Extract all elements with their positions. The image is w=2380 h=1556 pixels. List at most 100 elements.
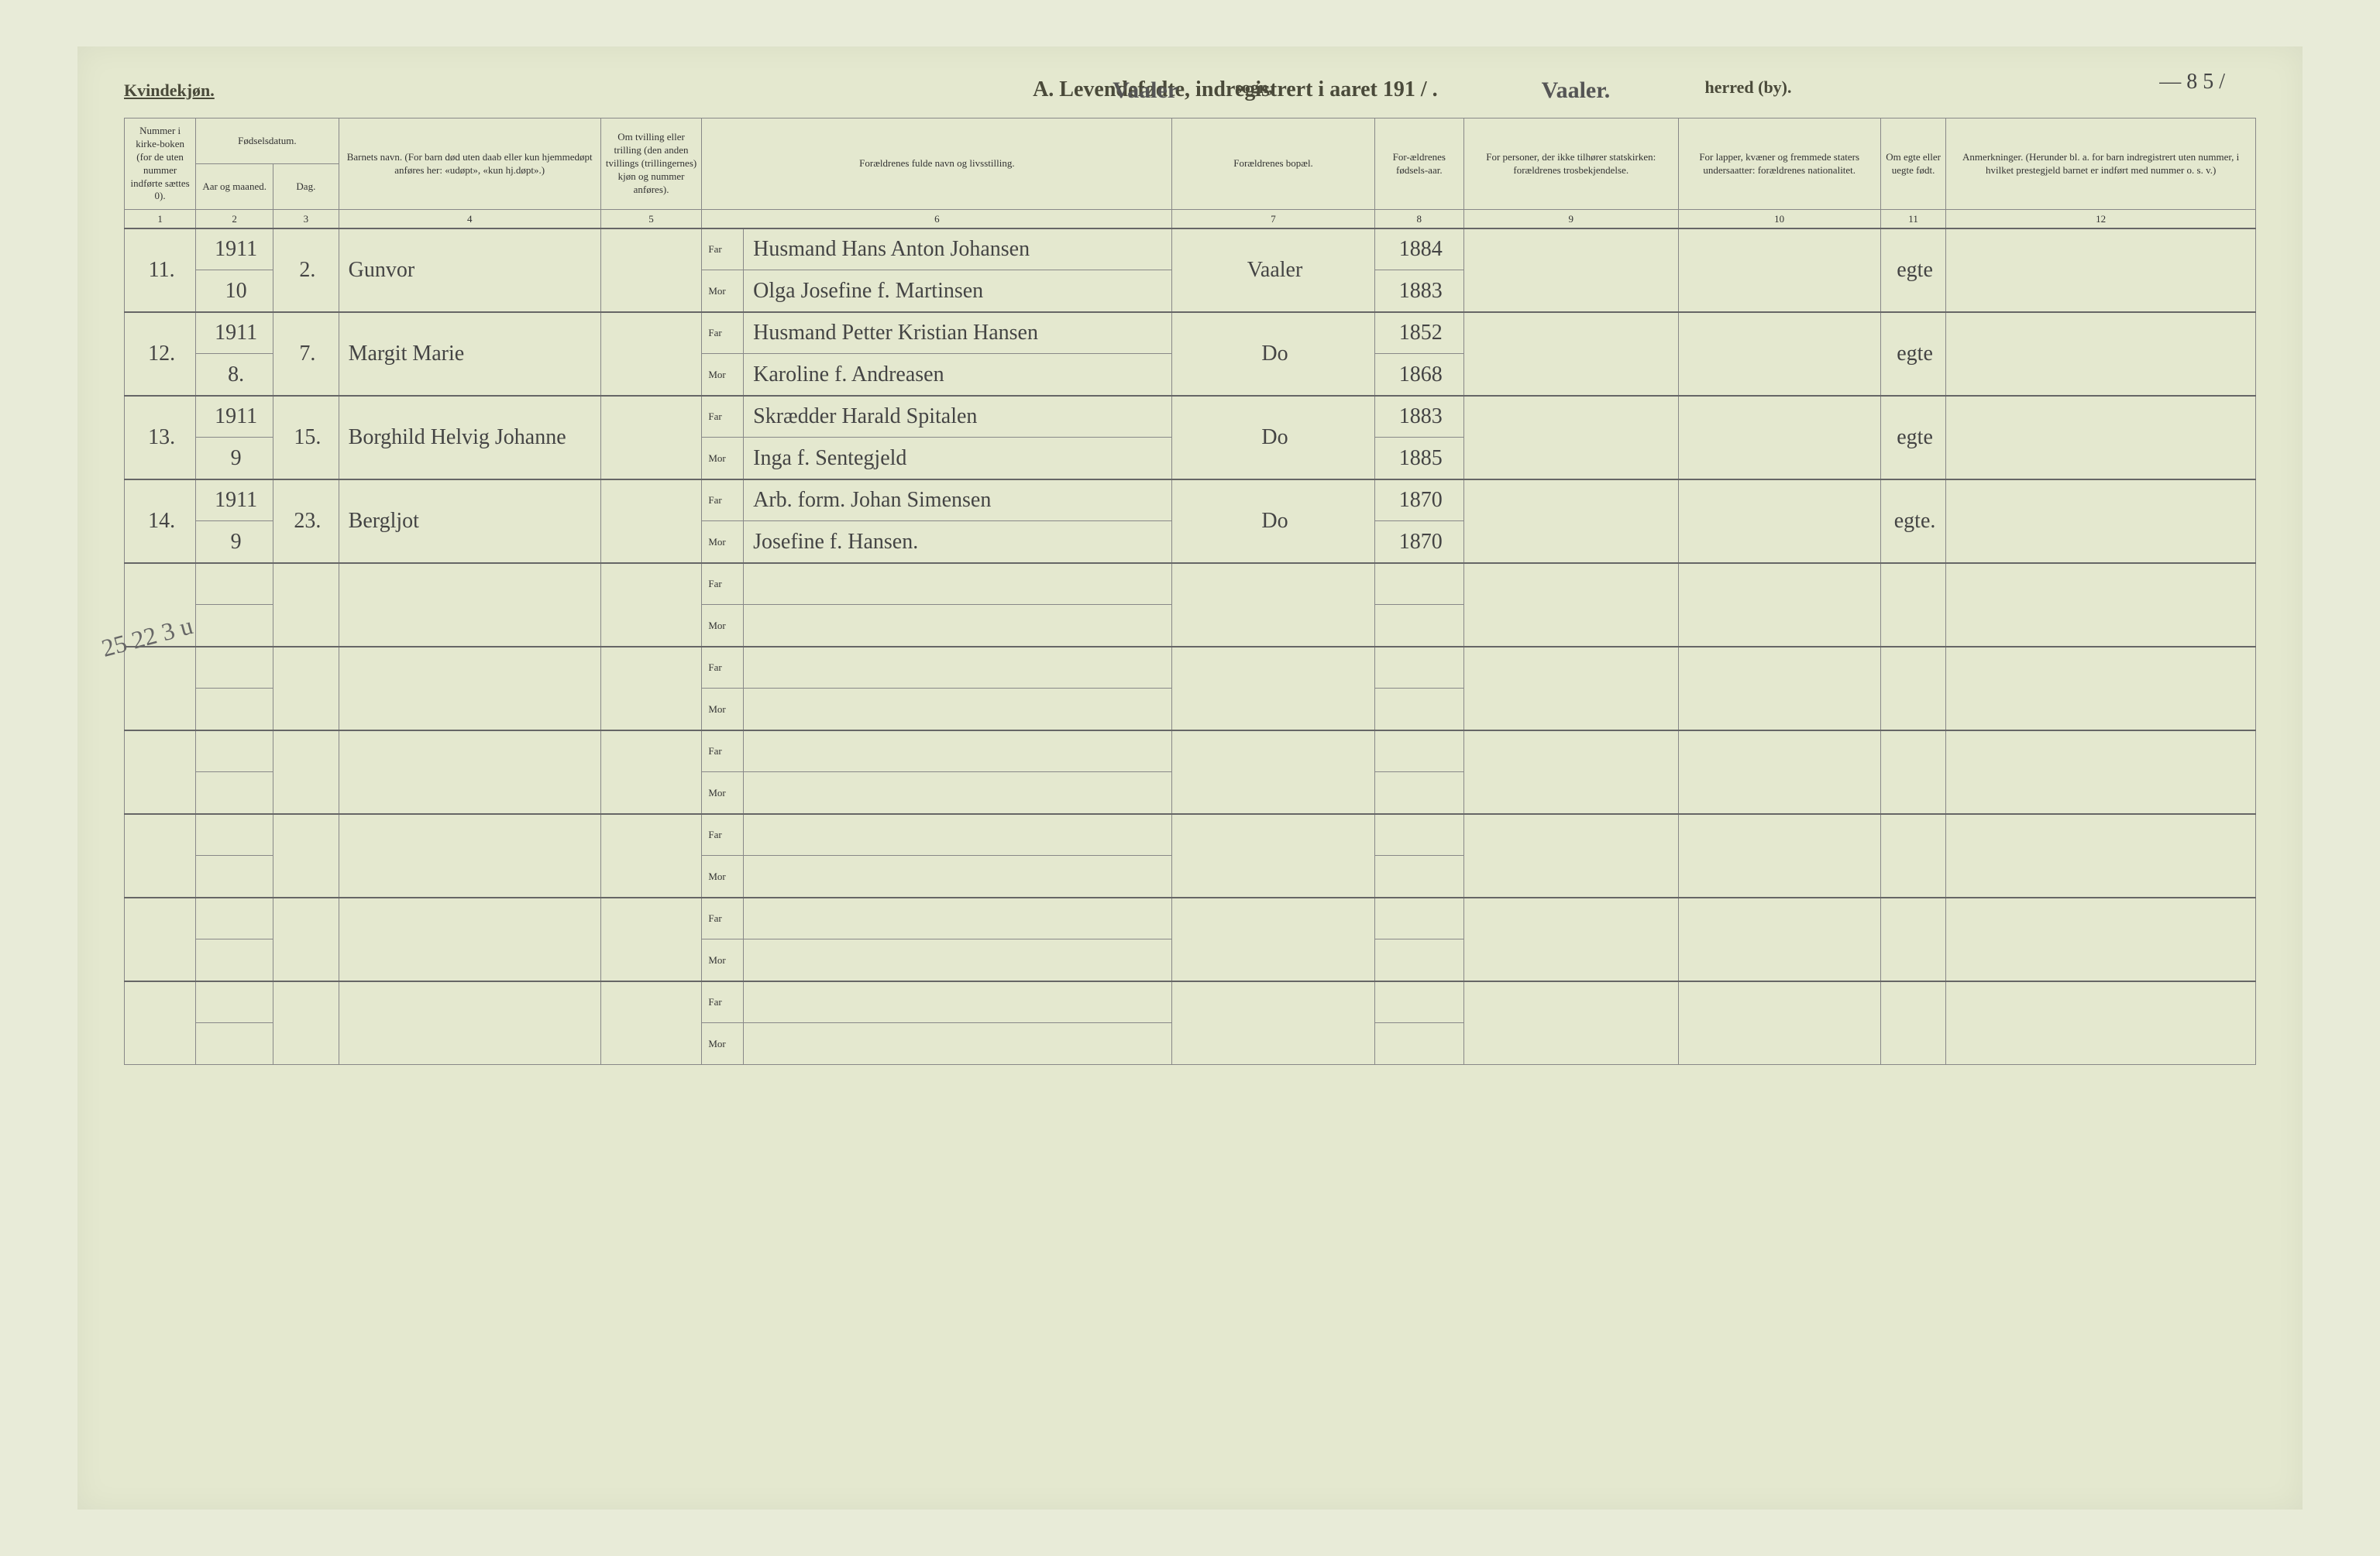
entry-father: Skrædder Harald Spitalen <box>744 396 1172 438</box>
entry-number: 14. <box>125 479 196 563</box>
entry-nationality <box>1678 647 1880 730</box>
entry-mother-year <box>1374 856 1463 898</box>
entry-legitimacy: egte <box>1880 228 1946 312</box>
entry-day <box>273 898 339 981</box>
colnum: 11 <box>1880 210 1946 228</box>
far-label: Far <box>702 814 744 856</box>
colnum: 7 <box>1172 210 1374 228</box>
entry-number: 12. <box>125 312 196 396</box>
entry-day <box>273 730 339 814</box>
entry-twin <box>600 981 702 1065</box>
entry-year <box>196 814 273 856</box>
entry-number <box>125 981 196 1065</box>
table-row: 13.191115.Borghild Helvig JohanneFarSkræ… <box>125 396 2256 438</box>
entry-twin <box>600 312 702 396</box>
entry-day <box>273 647 339 730</box>
mor-label: Mor <box>702 939 744 981</box>
entry-mother-year: 1870 <box>1374 521 1463 563</box>
table-header: Nummer i kirke-boken (for de uten nummer… <box>125 119 2256 228</box>
entry-father: Husmand Petter Kristian Hansen <box>744 312 1172 354</box>
entry-father <box>744 647 1172 689</box>
col-header-parent-birthyear: For-ældrenes fødsels-aar. <box>1374 119 1463 210</box>
entry-childname <box>339 814 600 898</box>
col-header-parents: Forældrenes fulde navn og livsstilling. <box>702 119 1172 210</box>
mor-label: Mor <box>702 1023 744 1065</box>
entry-day: 7. <box>273 312 339 396</box>
mor-label: Mor <box>702 605 744 647</box>
far-label: Far <box>702 228 744 270</box>
mor-label: Mor <box>702 772 744 814</box>
entry-twin <box>600 479 702 563</box>
entry-nationality <box>1678 563 1880 647</box>
entry-number: 13. <box>125 396 196 479</box>
colnum: 9 <box>1463 210 1678 228</box>
far-label: Far <box>702 396 744 438</box>
entry-twin <box>600 647 702 730</box>
col-header-number: Nummer i kirke-boken (for de uten nummer… <box>125 119 196 210</box>
entry-year: 1911 <box>196 312 273 354</box>
colnum: 6 <box>702 210 1172 228</box>
entry-twin <box>600 563 702 647</box>
col-header-nationality: For lapper, kvæner og fremmede staters u… <box>1678 119 1880 210</box>
entry-childname <box>339 981 600 1065</box>
entry-father <box>744 981 1172 1023</box>
col-header-twin: Om tvilling eller trilling (den anden tv… <box>600 119 702 210</box>
col-header-childname: Barnets navn. (For barn død uten daab el… <box>339 119 600 210</box>
entry-mother: Karoline f. Andreasen <box>744 354 1172 396</box>
table-row: Far <box>125 814 2256 856</box>
entry-father-year: 1884 <box>1374 228 1463 270</box>
colnum: 12 <box>1946 210 2256 228</box>
page-header: Kvindekjøn. A. Levendefødte, indregistre… <box>124 77 2256 102</box>
entry-month: 9 <box>196 521 273 563</box>
entry-year <box>196 898 273 939</box>
sogn-handwritten: Vaaler <box>1113 77 1178 104</box>
entry-day <box>273 981 339 1065</box>
colnum: 5 <box>600 210 702 228</box>
entry-nationality <box>1678 479 1880 563</box>
entry-nationality <box>1678 312 1880 396</box>
entry-mother-year <box>1374 689 1463 730</box>
table-row: Far <box>125 981 2256 1023</box>
colnum: 2 <box>196 210 273 228</box>
entry-religion <box>1463 730 1678 814</box>
entry-legitimacy: egte <box>1880 312 1946 396</box>
entry-number: 11. <box>125 228 196 312</box>
ledger-page: — 8 5 / Kvindekjøn. A. Levendefødte, ind… <box>77 46 2303 1510</box>
far-label: Far <box>702 479 744 521</box>
entry-childname: Borghild Helvig Johanne <box>339 396 600 479</box>
far-label: Far <box>702 898 744 939</box>
entry-legitimacy <box>1880 563 1946 647</box>
entry-notes <box>1946 312 2256 396</box>
entry-number <box>125 647 196 730</box>
entry-abode <box>1172 730 1374 814</box>
entry-father <box>744 898 1172 939</box>
entry-month: 10 <box>196 270 273 312</box>
mor-label: Mor <box>702 438 744 479</box>
entry-mother <box>744 939 1172 981</box>
mor-label: Mor <box>702 689 744 730</box>
entry-mother <box>744 772 1172 814</box>
col-header-abode: Forældrenes bopæl. <box>1172 119 1374 210</box>
entry-legitimacy: egte <box>1880 396 1946 479</box>
entry-year <box>196 563 273 605</box>
entry-mother <box>744 605 1172 647</box>
entry-childname <box>339 730 600 814</box>
entry-religion <box>1463 396 1678 479</box>
table-row: Far <box>125 563 2256 605</box>
entry-religion <box>1463 898 1678 981</box>
entry-father <box>744 563 1172 605</box>
entry-father-year <box>1374 981 1463 1023</box>
far-label: Far <box>702 312 744 354</box>
column-number-row: 1 2 3 4 5 6 7 8 9 10 11 12 <box>125 210 2256 228</box>
entry-year <box>196 981 273 1023</box>
entry-day <box>273 563 339 647</box>
entry-nationality <box>1678 814 1880 898</box>
entry-notes <box>1946 730 2256 814</box>
entry-nationality <box>1678 228 1880 312</box>
entry-father-year <box>1374 814 1463 856</box>
colnum: 1 <box>125 210 196 228</box>
col-header-year-month: Aar og maaned. <box>196 164 273 210</box>
entry-religion <box>1463 981 1678 1065</box>
entry-mother: Josefine f. Hansen. <box>744 521 1172 563</box>
entry-father-year <box>1374 730 1463 772</box>
